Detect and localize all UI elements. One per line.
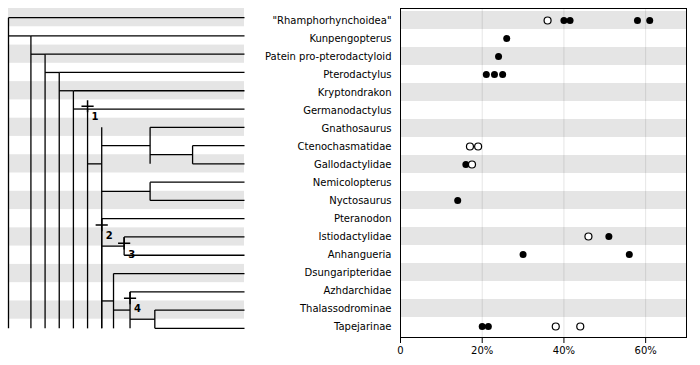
svg-text:Anhangueria: Anhangueria <box>328 249 392 260</box>
svg-text:Gallodactylidae: Gallodactylidae <box>314 159 392 170</box>
svg-text:4: 4 <box>134 303 141 314</box>
svg-text:Dsungaripteridae: Dsungaripteridae <box>305 267 392 278</box>
svg-text:Thalassodrominae: Thalassodrominae <box>299 303 392 314</box>
svg-text:Istiodactylidae: Istiodactylidae <box>319 231 392 242</box>
svg-text:1: 1 <box>92 111 99 122</box>
svg-text:3: 3 <box>128 249 135 260</box>
svg-text:Ctenochasmatidae: Ctenochasmatidae <box>298 141 392 152</box>
svg-text:Germanodactylus: Germanodactylus <box>303 105 391 116</box>
svg-text:"Rhamphorhynchoidea": "Rhamphorhynchoidea" <box>272 15 391 26</box>
svg-text:Kryptondrakon: Kryptondrakon <box>318 87 392 98</box>
svg-text:60%: 60% <box>635 345 657 356</box>
svg-text:Gnathosaurus: Gnathosaurus <box>322 123 392 134</box>
svg-text:Pteranodon: Pteranodon <box>334 213 392 224</box>
svg-text:Patein pro-pterodactyloid: Patein pro-pterodactyloid <box>265 51 392 62</box>
svg-text:Kunpengopterus: Kunpengopterus <box>309 33 391 44</box>
svg-text:Nemicolopterus: Nemicolopterus <box>313 177 392 188</box>
svg-text:2: 2 <box>106 230 113 241</box>
svg-text:40%: 40% <box>553 345 575 356</box>
svg-text:Azhdarchidae: Azhdarchidae <box>323 285 391 296</box>
svg-text:Tapejarinae: Tapejarinae <box>333 321 392 332</box>
svg-text:Nyctosaurus: Nyctosaurus <box>329 195 391 206</box>
svg-text:0: 0 <box>397 345 403 356</box>
svg-text:20%: 20% <box>471 345 493 356</box>
svg-text:Pterodactylus: Pterodactylus <box>323 69 391 80</box>
